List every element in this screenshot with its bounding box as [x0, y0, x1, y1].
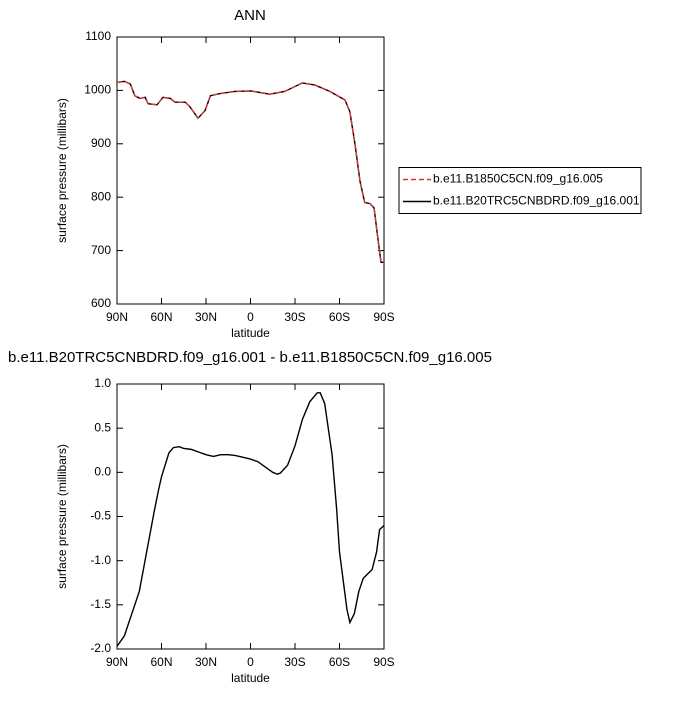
data-line — [116, 80, 384, 264]
chart-title: b.e11.B20TRC5CNBDRD.f09_g16.001 - b.e11.… — [8, 349, 492, 366]
x-tick-label: 60N — [150, 310, 172, 324]
x-tick-label: 60N — [150, 655, 172, 669]
y-tick-label: 0.5 — [94, 420, 111, 434]
y-tick-label: 1100 — [85, 29, 111, 43]
y-tick-label: 1000 — [84, 83, 111, 97]
plot-frame — [116, 383, 385, 650]
x-tick-label: 30S — [284, 655, 305, 669]
y-axis-label: surface pressure (millibars) — [55, 444, 69, 589]
x-tick-label: 0 — [247, 655, 254, 669]
x-tick-label: 90N — [106, 310, 128, 324]
x-tick-label: 90N — [106, 655, 128, 669]
x-tick-label: 60S — [329, 655, 350, 669]
plot-frame — [116, 36, 385, 305]
y-tick-label: -1.0 — [90, 553, 111, 567]
legend-label: b.e11.B1850C5CN.f09_g16.005 — [433, 172, 603, 186]
x-axis-label: latitude — [231, 326, 270, 340]
legend-box — [398, 167, 642, 214]
legend-label: b.e11.B20TRC5CNBDRD.f09_g16.001 — [433, 194, 640, 208]
x-tick-label: 0 — [247, 310, 254, 324]
x-tick-label: 30N — [195, 655, 217, 669]
y-tick-label: -2.0 — [90, 641, 111, 655]
x-tick-label: 30S — [284, 310, 305, 324]
x-tick-label: 30N — [195, 310, 217, 324]
y-axis-label: surface pressure (millibars) — [55, 98, 69, 243]
data-line — [116, 80, 384, 264]
y-tick-label: 700 — [91, 243, 111, 257]
y-tick-label: 0.0 — [94, 465, 111, 479]
x-axis-label: latitude — [231, 671, 270, 685]
chart-title: ANN — [234, 7, 266, 24]
x-tick-label: 60S — [329, 310, 350, 324]
y-tick-label: 600 — [91, 296, 111, 310]
y-tick-label: 1.0 — [94, 376, 111, 390]
y-tick-label: 900 — [91, 136, 111, 150]
y-tick-label: -0.5 — [90, 509, 111, 523]
x-tick-label: 90S — [373, 310, 394, 324]
data-line — [116, 392, 385, 647]
y-tick-label: -1.5 — [90, 597, 111, 611]
y-tick-label: 800 — [91, 189, 111, 203]
x-tick-label: 90S — [373, 655, 394, 669]
